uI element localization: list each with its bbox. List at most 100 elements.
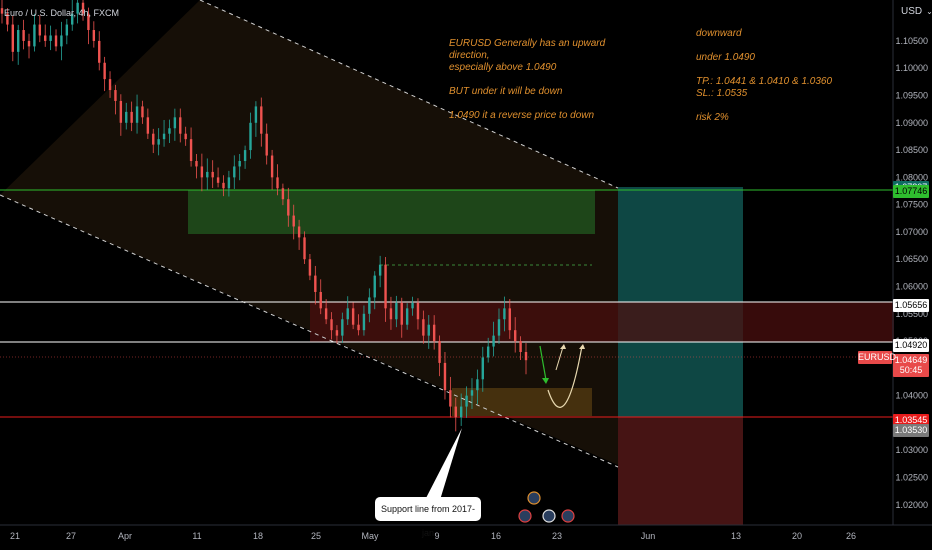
candle-body [303,237,306,260]
currency-selector[interactable]: USD ⌄ [901,6,932,17]
y-tick-label: 1.03000 [895,445,928,455]
projection-down-arrow [539,345,547,381]
x-tick-label: May [361,531,379,541]
candle-body [389,308,393,320]
candle-body [108,79,112,91]
candle-body [524,352,528,361]
candle-body [368,297,371,314]
projection-up-arrow-1 [555,346,564,371]
candle-body [141,106,144,118]
candle-body [81,2,85,14]
candle-body [513,330,517,342]
candle-body [443,362,447,391]
candle-body [465,395,468,407]
price-badge: 1.04649 [893,353,929,367]
candle-body [114,90,117,101]
candle-body [22,30,25,41]
candle-body [71,13,74,25]
candle-body [416,302,420,320]
candle-body [324,308,328,320]
candle-body [162,133,166,140]
candle-body [297,226,301,238]
candle-body [157,139,160,145]
candle-body [146,117,150,134]
candle-body [449,390,452,407]
candle-body [341,319,344,336]
y-tick-label: 1.06000 [895,282,928,292]
channel-bottom-line [0,194,619,468]
y-tick-label: 1.08500 [895,145,928,155]
candle-body [233,166,236,178]
candle-body [238,160,241,167]
candle-body [33,24,36,47]
y-tick-label: 1.07000 [895,227,928,237]
y-tick-label: 1.09000 [895,118,928,128]
x-tick-label: 26 [846,531,856,541]
x-tick-label: 18 [253,531,263,541]
projection-up-arrowhead-1 [560,344,566,349]
candle-body [400,302,403,325]
x-tick-label: 27 [66,531,76,541]
candle-body [195,160,198,167]
candle-body [184,133,187,140]
candle-body [0,8,4,14]
y-tick-label: 1.08000 [895,172,928,182]
candle-body [454,406,457,418]
candle-body [378,264,382,276]
price-badge: 1.07746 [893,184,929,198]
candle-body [211,171,214,178]
candle-body [11,24,15,52]
y-tick-label: 1.02000 [895,500,928,510]
event-flag-icon[interactable] [542,509,556,523]
support-zone [452,388,592,416]
candle-body [281,188,285,200]
y-tick-label: 1.07500 [895,200,928,210]
event-flag-icon[interactable] [561,509,575,523]
analysis-note-right: downward under 1.0490 TP.: 1.0441 & 1.04… [696,28,833,123]
symbol-badge: EURUSD [858,351,897,364]
candle-body [492,335,495,347]
price-badge: 1.03530 [893,423,929,437]
price-badge: 50:45 [893,363,929,377]
chart-title: Euro / U.S. Dollar, 4h, FXCM [4,8,120,18]
x-tick-label: 16 [491,531,501,541]
candle-body [222,182,225,189]
projection-curve [547,345,583,408]
candle-body [125,111,128,123]
economic-event-icons[interactable] [518,491,575,523]
candle-body [206,171,209,178]
candle-body [481,357,484,380]
candle-body [60,35,63,47]
x-axis: 21 27 Apr 11 18 25 May 9 16 23 Jun 13 20 26 [10,531,856,541]
candle-body [373,275,376,298]
candle-body [135,106,139,123]
candle-body [292,215,295,227]
candle-body [319,291,322,309]
candle-body [200,166,204,178]
candle-body [38,24,42,36]
event-flag-icon[interactable] [518,509,532,523]
candle-body [405,308,409,325]
callout-pointer [425,428,462,500]
event-flag-icon[interactable] [527,491,541,505]
analysis-note-left: EURUSD Generally has an upward direction… [449,38,606,121]
candle-body [189,139,193,161]
green-zone [188,190,595,234]
candle-body [98,40,101,63]
candle-body [65,24,69,36]
x-tick-label: 11 [192,531,201,541]
price-badge: 1.05656 [893,298,929,312]
candle-body [17,30,20,52]
candle-body [427,324,430,336]
candle-body [335,330,339,336]
candle-body [276,177,279,189]
x-tick-label: Apr [118,531,132,541]
candle-body [87,13,90,31]
candle-body [438,341,441,363]
candle-body [27,40,31,47]
candle-body [330,319,333,331]
support-callout: Support line from 2017-jan [375,497,481,538]
candle-body [357,324,360,331]
candle-body [270,155,274,178]
